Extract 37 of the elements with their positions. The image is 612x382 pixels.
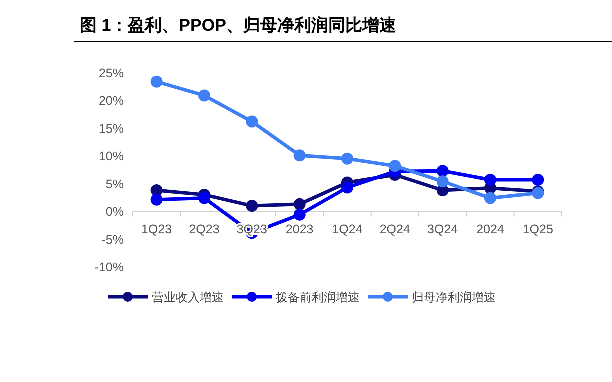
- x-tick-label: 1Q24: [332, 222, 363, 237]
- x-tick-label: 1Q23: [142, 222, 172, 237]
- x-tick-label: 2024: [476, 222, 504, 237]
- point: [294, 150, 306, 162]
- y-tick-label: 20%: [98, 94, 124, 108]
- y-tick-label: 10%: [98, 150, 124, 164]
- point: [532, 174, 544, 186]
- point: [389, 160, 402, 172]
- x-tick-label: 2Q23: [189, 222, 220, 237]
- legend-label: 拨备前利润增速: [276, 290, 360, 304]
- x-tick-label: 2023: [286, 222, 314, 237]
- x-tick-label: 2Q24: [380, 222, 410, 237]
- point: [294, 198, 306, 210]
- legend-label: 归母净利润增速: [412, 290, 496, 304]
- y-tick-label: 25%: [98, 66, 124, 80]
- y-tick-label: 5%: [106, 177, 124, 192]
- point: [198, 192, 210, 204]
- point: [150, 194, 163, 206]
- point: [342, 152, 354, 165]
- legend-label: 营业收入增速: [152, 290, 224, 304]
- point: [246, 116, 258, 128]
- point: [436, 176, 449, 188]
- y-tick-label: 15%: [98, 122, 124, 136]
- point: [484, 174, 496, 186]
- point: [484, 192, 496, 204]
- y-tick-label: -5%: [102, 232, 124, 247]
- point: [246, 200, 258, 212]
- point: [198, 90, 210, 102]
- point: [342, 182, 354, 194]
- x-tick-label: 1Q25: [522, 222, 554, 237]
- point: [150, 76, 163, 88]
- point: [294, 208, 306, 221]
- y-tick-label: -10%: [94, 260, 124, 274]
- y-tick-label: 0%: [106, 205, 124, 220]
- point: [436, 165, 449, 178]
- x-tick-label: 3Q24: [428, 222, 458, 237]
- chart-title: 图 1：盈利、PPOP、归母净利润同比增速: [80, 16, 396, 35]
